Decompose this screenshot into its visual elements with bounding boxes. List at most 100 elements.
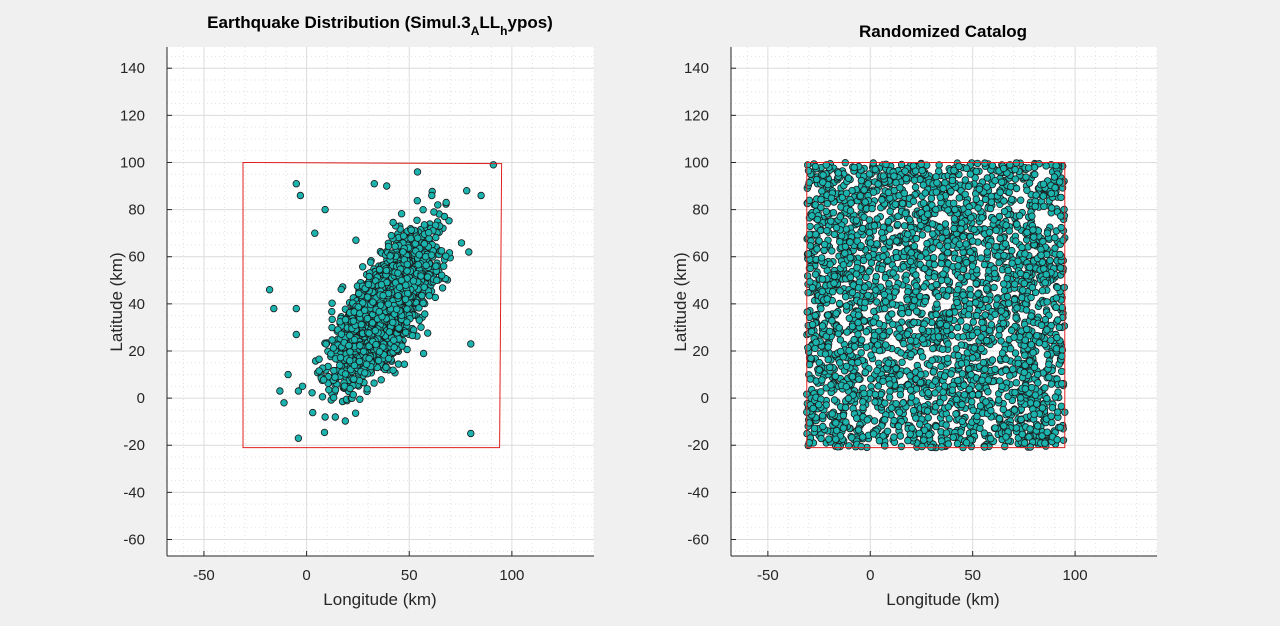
data-point [430,208,438,216]
data-point [328,299,336,307]
minor-grid [167,47,595,556]
data-point [322,340,330,348]
data-point [975,185,983,193]
data-point [337,330,346,338]
data-point [354,303,363,311]
data-point [952,410,960,418]
data-point [276,387,284,395]
data-point [336,361,344,369]
y-tick-label: -20 [123,437,145,454]
data-point [363,314,372,323]
data-point [413,196,421,205]
data-point [806,242,815,250]
axes-earthquake-distribution: -50 0 50 100-60-40-20020406080100120140Eart… [107,13,595,609]
data-point [330,393,338,402]
data-point [417,323,425,331]
data-point [385,328,393,336]
data-point [390,336,398,344]
data-point [415,251,423,259]
data-point [350,375,358,383]
data-point [421,253,430,261]
data-point [336,353,345,362]
data-point [1057,402,1066,410]
data-point [422,261,430,269]
data-point [907,393,916,401]
data-point [379,291,387,300]
data-point [489,161,498,169]
data-point [953,440,962,448]
data-point [346,357,354,365]
data-point [898,358,906,366]
data-point [432,233,440,242]
data-point [980,429,988,437]
data-point [413,216,421,224]
data-point [817,305,825,313]
data-point [463,186,471,195]
data-point [359,263,367,271]
data-point [315,355,323,363]
data-point [409,277,418,285]
y-axis-label: Latitude (km) [107,252,126,351]
y-tick-label: 120 [120,107,145,124]
data-point [896,432,905,440]
data-point [419,299,427,307]
data-point [384,242,393,251]
data-point [346,348,354,356]
data-point [434,201,442,209]
data-point [414,261,422,269]
data-point [370,179,378,188]
data-point [351,409,360,417]
data-point [991,424,999,432]
data-point [400,360,409,368]
data-point [280,399,288,407]
data-point [403,305,411,313]
data-point [873,367,881,375]
data-point [830,396,839,404]
data-point [402,328,410,337]
data-point [431,293,439,302]
data-point [345,341,353,350]
data-point [893,220,902,229]
data-point [865,267,873,276]
data-point [337,285,345,294]
data-point [328,315,336,324]
data-point [419,349,428,358]
data-point [325,386,333,394]
data-point [467,340,475,348]
data-point [992,226,1000,234]
data-point [428,191,436,200]
data-point [309,408,317,417]
data-point [420,283,428,291]
data-point [331,413,339,421]
data-point [357,320,366,329]
data-point [330,366,338,375]
data-point [818,412,827,420]
data-point [885,280,893,288]
data-point [424,329,432,337]
data-point [403,318,411,326]
data-point [1051,244,1059,252]
data-point [438,284,447,292]
data-point [382,363,390,371]
data-point [362,360,371,368]
data-point [394,269,402,277]
x-tick-label: -50 [193,567,215,584]
data-point [329,344,338,352]
data-point [377,281,386,289]
data-point [363,293,372,301]
data-point [817,195,825,204]
data-point [938,253,946,261]
data-point [321,413,329,421]
y-tick-label: -60 [123,532,145,549]
data-point [465,248,473,256]
data-point [897,349,905,357]
data-point [349,317,358,325]
data-point [1047,336,1055,344]
data-point [328,307,336,316]
data-point [401,295,410,303]
data-point [886,225,894,233]
data-point [346,384,354,393]
data-point [292,179,300,188]
data-point [308,389,316,397]
data-point [389,218,397,227]
